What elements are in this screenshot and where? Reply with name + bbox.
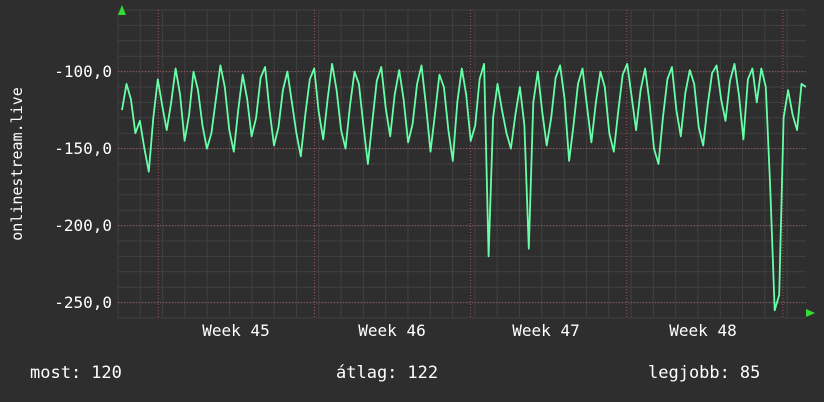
stat-average-label: átlag:: [336, 363, 398, 383]
stat-average: átlag: 122: [336, 363, 438, 383]
stat-current-label: most:: [30, 363, 82, 383]
y-tick-label: -250,0: [54, 293, 112, 312]
y-tick-label: -100,0: [54, 62, 112, 81]
y-tick-label: -150,0: [54, 139, 112, 158]
stat-current-value: 120: [91, 363, 122, 383]
stat-current: most: 120: [30, 363, 122, 383]
stat-best-value: 85: [739, 363, 761, 383]
x-tick-label: Week 46: [358, 321, 426, 340]
y-tick-label: -200,0: [54, 216, 112, 235]
stat-best: legjobb: 85: [648, 363, 760, 383]
x-axis-arrow-icon: [806, 309, 815, 317]
grid-lines: [117, 9, 806, 319]
x-tick-label: Week 45: [202, 321, 270, 340]
stat-average-value: 122: [407, 363, 439, 383]
x-tick-label: Week 47: [512, 321, 580, 340]
stat-best-label: legjobb:: [648, 363, 730, 383]
x-tick-label: Week 48: [669, 321, 737, 340]
series-line: [121, 63, 807, 312]
y-axis-arrow-icon: [118, 5, 126, 15]
